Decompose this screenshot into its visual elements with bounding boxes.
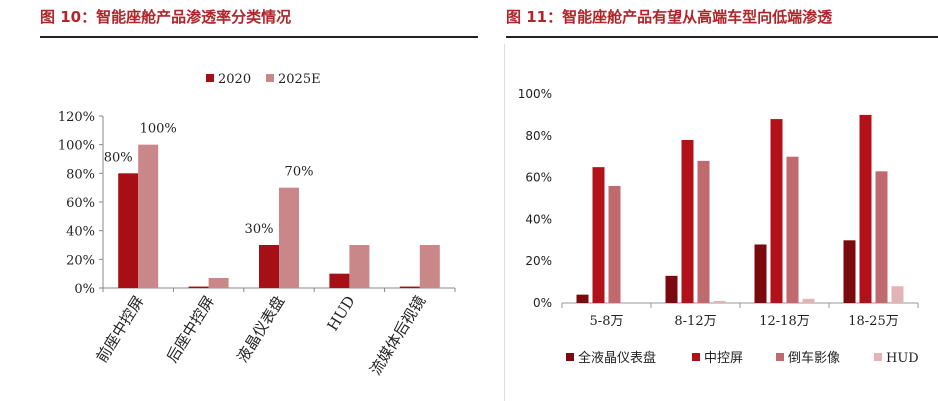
legend-swatch-2020 xyxy=(206,74,214,82)
bar-2020-0 xyxy=(118,173,139,288)
bar-中控屏-0 xyxy=(592,167,605,303)
legend-label-2025E: 2025E xyxy=(278,72,321,87)
data-label: 30% xyxy=(245,222,274,237)
bar-2020-3 xyxy=(329,273,350,288)
bar-2025E-0 xyxy=(138,144,159,288)
y-tick-label: 40% xyxy=(66,225,95,240)
y-tick-label: 0% xyxy=(533,296,552,310)
bar-全液晶仪表盘-2 xyxy=(754,244,767,303)
bar-2025E-4 xyxy=(419,245,440,288)
x-category-label: 液晶仪表盘 xyxy=(233,293,288,366)
bar-2020-1 xyxy=(188,286,209,288)
figure-10-chart: 0% 20% 40% 60% 80% 100% 120% 前座中控屏 后座中控屏 液晶仪表盘 HUD… xyxy=(58,72,456,379)
legend-swatch-中控屏 xyxy=(692,353,700,361)
y-tick-label: 60% xyxy=(525,171,552,185)
legend-label-HUD: HUD xyxy=(886,351,919,366)
bar-中控屏-3 xyxy=(859,114,872,304)
figure-11-panel: 图 11：智能座舱产品有望从高端车型向低端渗透 0% 20% 40% 60% 80% 10… xyxy=(500,0,938,401)
figure-11-border xyxy=(504,44,505,401)
y-tick-label: 80% xyxy=(66,167,95,182)
figure-11-chart: 0% 20% 40% 60% 80% 100% 5-8万 8-12万 12-18万 18-25万全… xyxy=(518,87,919,366)
x-category-label: 18-25万 xyxy=(848,314,898,329)
y-tick-label: 120% xyxy=(58,110,95,125)
x-category-label: 12-18万 xyxy=(759,314,809,329)
legend-swatch-2025E xyxy=(266,74,274,82)
legend-label-倒车影像: 倒车影像 xyxy=(788,350,840,366)
bar-倒车影像-2 xyxy=(786,156,799,303)
bar-2020-2 xyxy=(259,245,279,288)
data-label: 80% xyxy=(104,150,133,165)
figure-10-title: 图 10：智能座舱产品渗透率分类情况 xyxy=(40,8,292,26)
x-category-label: 8-12万 xyxy=(674,314,716,329)
bar-全液晶仪表盘-1 xyxy=(665,275,678,303)
bar-HUD-1 xyxy=(713,300,726,303)
bar-倒车影像-1 xyxy=(697,160,710,303)
x-category-label: 流媒体后视镜 xyxy=(366,293,429,379)
legend-label-2020: 2020 xyxy=(218,72,251,87)
y-tick-label: 60% xyxy=(66,196,95,211)
data-label: 70% xyxy=(285,165,314,180)
figure-11-title-rule xyxy=(506,36,938,38)
figure-10-panel: 图 10：智能座舱产品渗透率分类情况 0% 20% 40% 60% 80% 100% 120… xyxy=(40,8,478,379)
bar-2020-4 xyxy=(399,286,420,288)
bar-全液晶仪表盘-0 xyxy=(576,294,589,303)
legend-swatch-全液晶仪表盘 xyxy=(566,353,574,361)
bar-HUD-3 xyxy=(891,286,904,303)
legend-swatch-倒车影像 xyxy=(776,353,784,361)
bar-全液晶仪表盘-3 xyxy=(843,240,856,303)
bar-HUD-2 xyxy=(802,298,815,303)
y-tick-label: 100% xyxy=(58,139,95,154)
data-label: 100% xyxy=(140,122,177,137)
bar-中控屏-1 xyxy=(681,139,694,303)
bar-2025E-1 xyxy=(208,277,229,288)
figure-10-title-rule xyxy=(40,36,478,38)
bar-倒车影像-3 xyxy=(875,171,888,303)
y-tick-label: 0% xyxy=(74,282,95,297)
x-category-label: 前座中控屏 xyxy=(93,293,148,366)
bar-2025E-3 xyxy=(349,245,370,288)
x-category-label: HUD xyxy=(324,293,359,335)
bar-2025E-2 xyxy=(279,187,299,288)
y-tick-label: 20% xyxy=(525,254,552,268)
legend-label-中控屏: 中控屏 xyxy=(704,351,743,366)
y-tick-label: 20% xyxy=(66,253,95,268)
x-category-label: 5-8万 xyxy=(590,314,624,329)
bar-倒车影像-0 xyxy=(608,185,621,303)
y-tick-label: 80% xyxy=(525,129,552,143)
figure-11-title: 图 11：智能座舱产品有望从高端车型向低端渗透 xyxy=(506,8,833,26)
legend-label-全液晶仪表盘: 全液晶仪表盘 xyxy=(578,350,656,366)
y-tick-label: 40% xyxy=(525,212,552,226)
x-category-label: 后座中控屏 xyxy=(163,293,218,366)
bar-中控屏-2 xyxy=(770,119,783,303)
legend-swatch-HUD xyxy=(874,353,882,361)
y-tick-label: 100% xyxy=(518,87,552,101)
